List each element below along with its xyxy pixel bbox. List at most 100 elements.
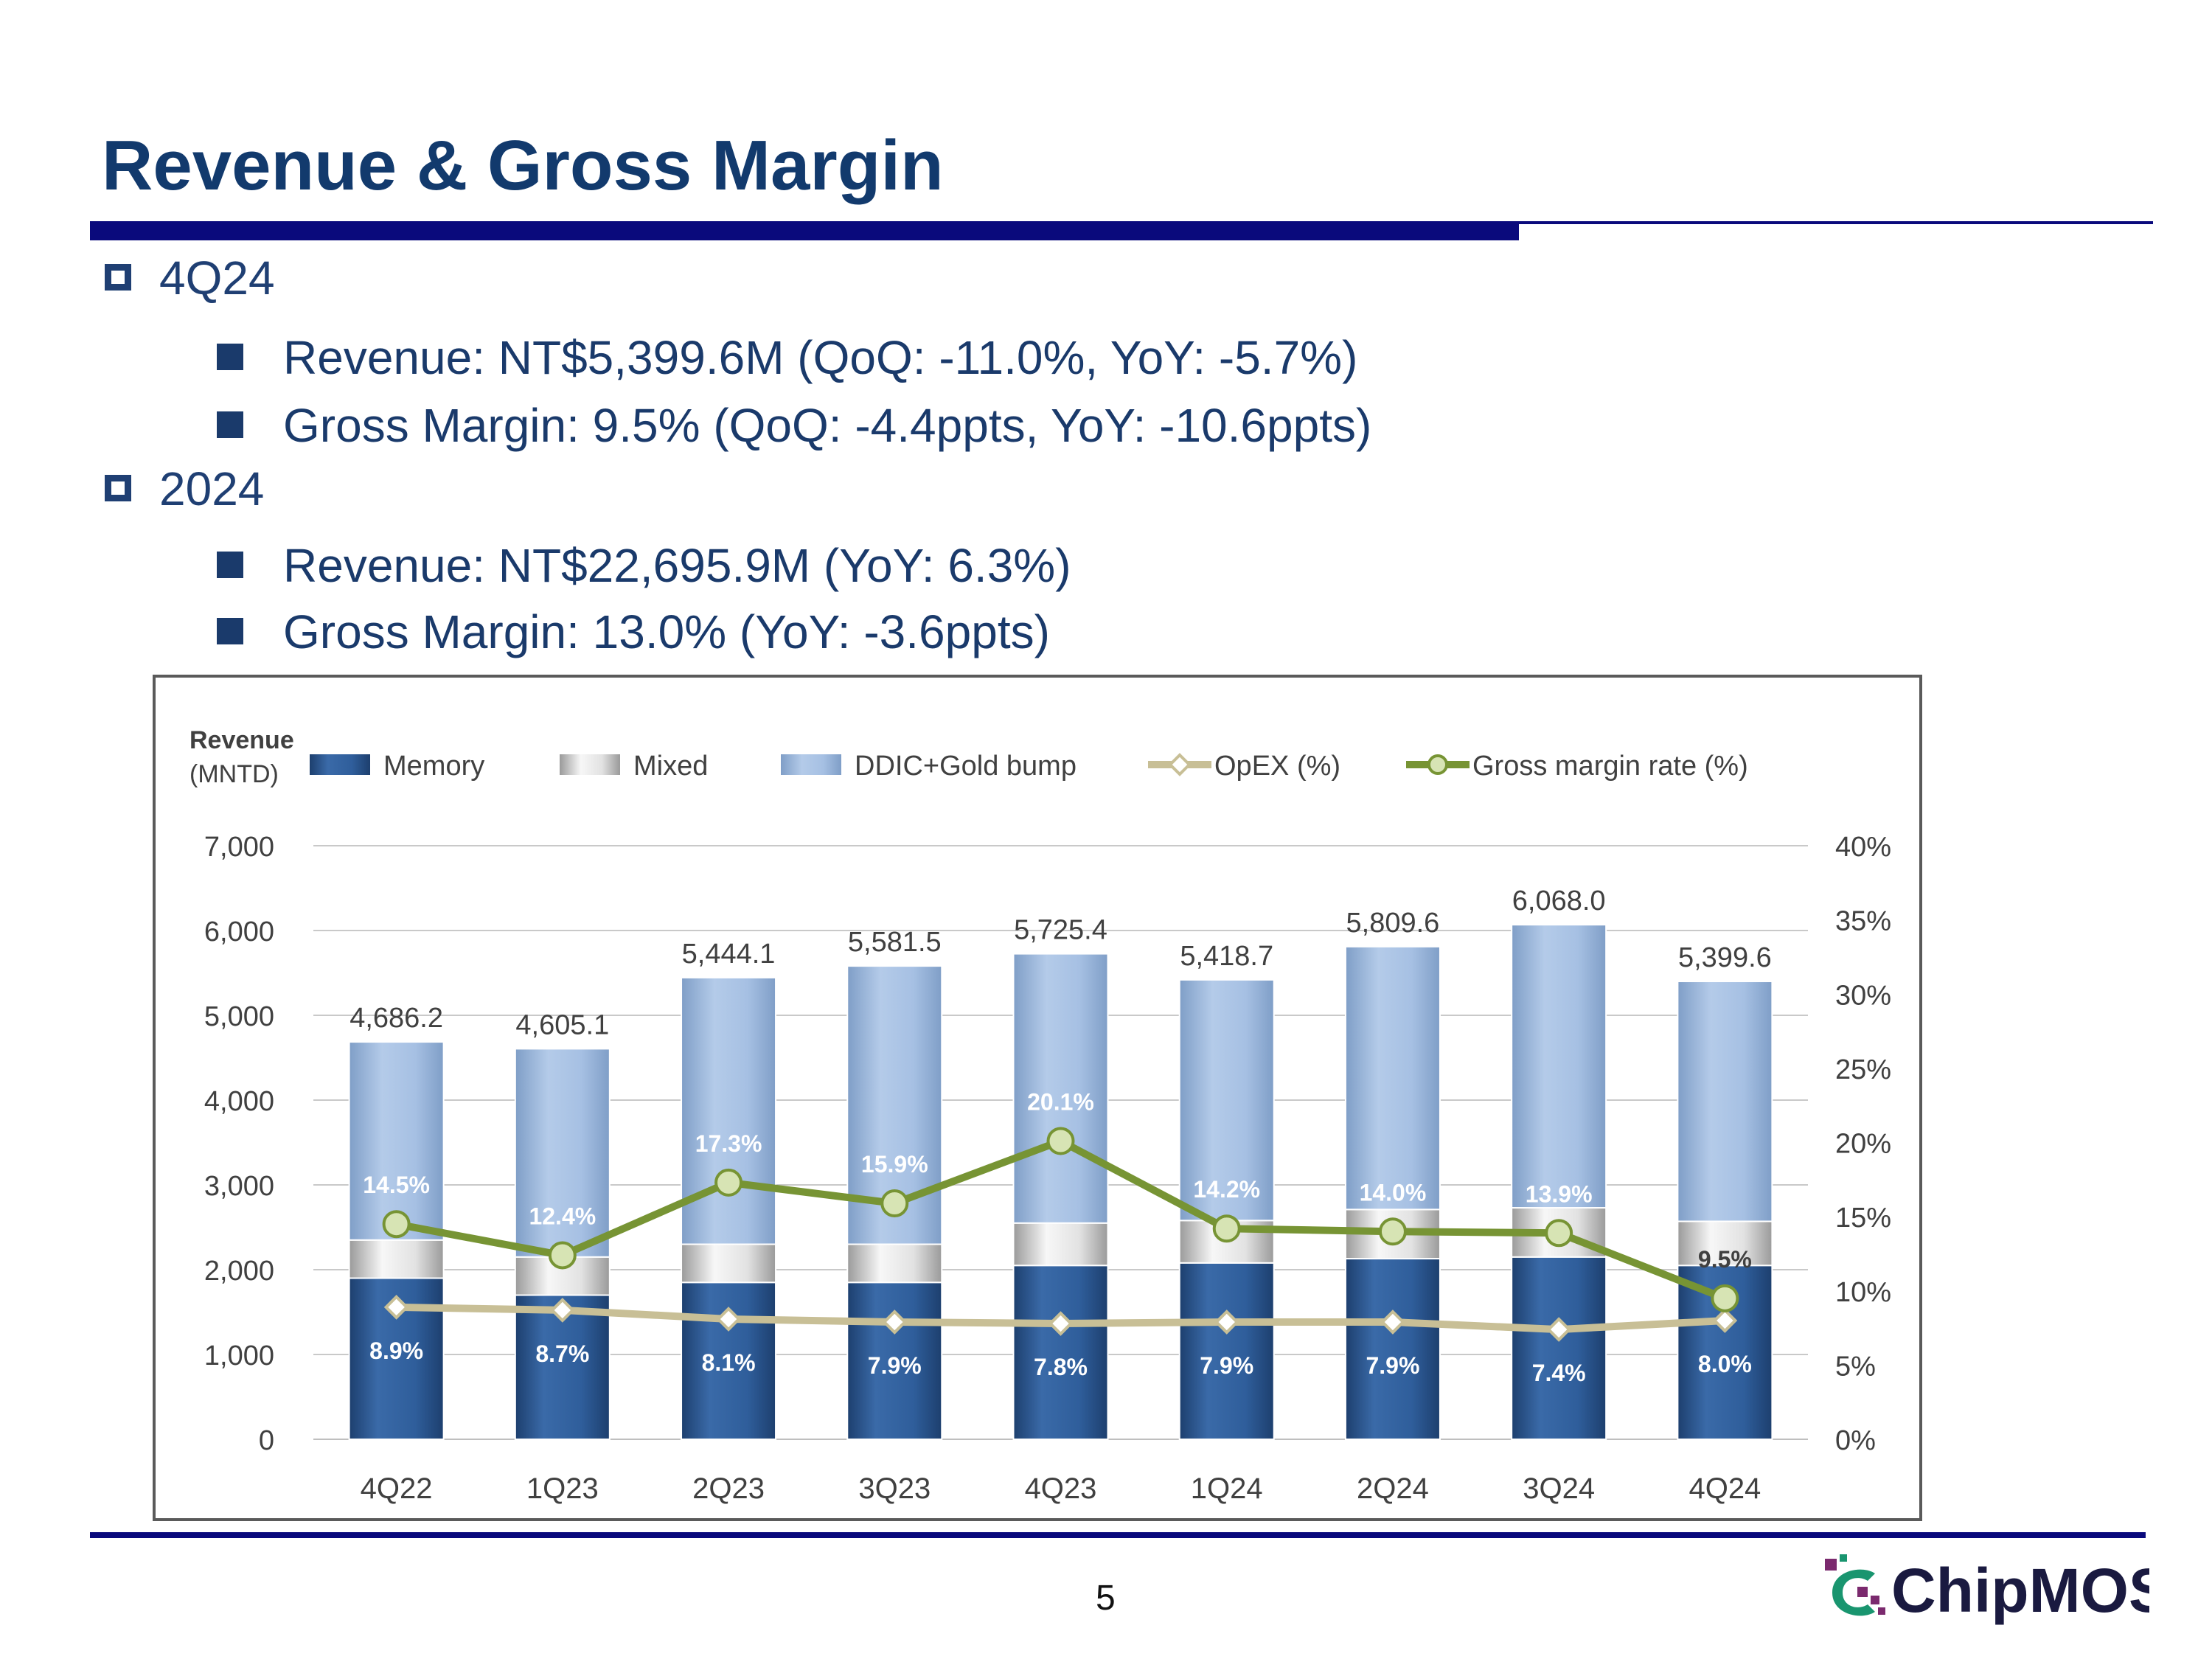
logo-text: ChipMOS: [1891, 1556, 2149, 1625]
bullet-item: Revenue: NT$5,399.6M (QoQ: -11.0%, YoY: …: [217, 330, 1357, 385]
bar-mixed: [348, 1239, 445, 1279]
bar-ddic-gold-bump: [1012, 953, 1109, 1224]
gross-margin-label: 13.9%: [1526, 1180, 1593, 1207]
y2-tick-label: 35%: [1835, 906, 1891, 937]
bar-total-label: 5,399.6: [1678, 942, 1772, 973]
gross-margin-point: [1378, 1217, 1407, 1246]
bar-mixed: [846, 1243, 943, 1284]
chipmos-logo: ChipMOS: [1825, 1554, 2149, 1625]
y-tick-label: 6,000: [204, 917, 274, 947]
bar-mixed: [1012, 1222, 1109, 1267]
bullet-heading-2024: 2024: [105, 462, 264, 516]
footer-rule: [90, 1532, 2146, 1538]
hollow-square-icon: [105, 264, 131, 291]
bar-ddic-gold-bump: [1511, 924, 1607, 1209]
bar-total-label: 4,605.1: [515, 1009, 609, 1040]
y-axis-title: Revenue: [189, 726, 294, 754]
gross-margin-point: [714, 1168, 743, 1197]
opex-point: [1214, 1310, 1239, 1335]
bar-ddic-gold-bump: [348, 1041, 445, 1241]
bar-ddic-gold-bump: [1677, 981, 1773, 1222]
gross-margin-label: 9.5%: [1698, 1246, 1752, 1273]
x-tick-label: 4Q24: [1688, 1472, 1761, 1505]
opex-point: [1048, 1311, 1074, 1336]
page-title: Revenue & Gross Margin: [102, 126, 944, 205]
opex-label: 7.9%: [1366, 1352, 1419, 1379]
legend-label: Memory: [383, 751, 484, 782]
y-tick-label: 5,000: [204, 1001, 274, 1032]
bar-total-label: 4,686.2: [349, 1003, 443, 1034]
x-tick-label: 1Q24: [1191, 1472, 1263, 1505]
y-tick-label: 4,000: [204, 1086, 274, 1117]
legend-swatch: [310, 754, 370, 775]
bar-memory: [1178, 1262, 1275, 1440]
opex-label: 8.0%: [1698, 1351, 1752, 1377]
opex-label: 8.1%: [702, 1349, 756, 1376]
bar-memory: [846, 1281, 943, 1440]
gross-margin-label: 17.3%: [695, 1130, 762, 1157]
y2-tick-label: 20%: [1835, 1129, 1891, 1160]
bar-memory: [1511, 1256, 1607, 1440]
legend-swatch: [781, 754, 841, 775]
title-underline-thin: [1519, 221, 2153, 224]
opex-label: 7.4%: [1532, 1360, 1586, 1386]
filled-square-icon: [217, 552, 243, 579]
legend-marker: [1427, 754, 1448, 775]
opex-point: [716, 1307, 741, 1332]
opex-point: [383, 1295, 409, 1320]
chipmos-logo-icon: [1825, 1554, 1885, 1616]
x-tick-label: 3Q23: [858, 1472, 931, 1505]
bar-mixed: [681, 1243, 777, 1284]
revenue-gross-margin-chart: 0 1,000 2,000 3,000 4,000 5,000 6,000 7,000 0% 5%…: [189, 726, 1891, 1505]
gross-margin-label: 20.1%: [1027, 1088, 1094, 1115]
legend-label: DDIC+Gold bump: [855, 751, 1077, 782]
bar-ddic-gold-bump: [1178, 978, 1275, 1222]
bar-memory: [1012, 1265, 1109, 1440]
x-tick-label: 4Q22: [361, 1472, 433, 1505]
x-tick-label: 2Q23: [692, 1472, 765, 1505]
title-underline: [90, 221, 1519, 240]
bar-memory: [1344, 1258, 1441, 1440]
bar-total-label: 5,725.4: [1014, 915, 1107, 946]
gross-margin-label: 15.9%: [861, 1151, 928, 1178]
y-tick-label: 2,000: [204, 1256, 274, 1287]
gross-margin-label: 12.4%: [529, 1203, 596, 1229]
bar-total-label: 5,581.5: [848, 927, 942, 958]
y-tick-label: 7,000: [204, 832, 274, 863]
opex-point: [882, 1310, 908, 1335]
x-tick-label: 4Q23: [1025, 1472, 1097, 1505]
y2-tick-label: 30%: [1835, 980, 1891, 1011]
y2-tick-label: 10%: [1835, 1277, 1891, 1308]
legend-marker: [1168, 753, 1192, 776]
gross-margin-label: 14.2%: [1193, 1176, 1260, 1203]
legend-label: Mixed: [633, 751, 708, 782]
legend-swatch: [560, 754, 620, 775]
bar-total-label: 6,068.0: [1512, 886, 1606, 917]
opex-point: [1712, 1308, 1738, 1333]
bar-total-label: 5,809.6: [1346, 908, 1440, 939]
filled-square-icon: [217, 344, 243, 371]
bullet-item: Revenue: NT$22,695.9M (YoY: 6.3%): [217, 538, 1071, 593]
gross-margin-point: [382, 1210, 411, 1239]
gross-margin-point: [1212, 1214, 1241, 1243]
bullet-item: Gross Margin: 13.0% (YoY: -3.6ppts): [217, 605, 1050, 659]
opex-label: 7.8%: [1034, 1354, 1088, 1380]
bar-mixed: [1677, 1220, 1773, 1267]
bullet-item: Gross Margin: 9.5% (QoQ: -4.4ppts, YoY: …: [217, 398, 1371, 453]
legend-label: Gross margin rate (%): [1472, 751, 1748, 782]
gross-margin-point: [1046, 1127, 1075, 1155]
opex-point: [1546, 1317, 1571, 1342]
y-tick-label: 0: [259, 1425, 274, 1456]
y2-tick-label: 25%: [1835, 1054, 1891, 1085]
gross-margin-point: [548, 1241, 577, 1270]
opex-label: 8.9%: [369, 1338, 423, 1364]
bullet-heading-4q24: 4Q24: [105, 251, 275, 305]
y2-tick-label: 0%: [1835, 1425, 1876, 1456]
bar-ddic-gold-bump: [681, 976, 777, 1245]
opex-label: 7.9%: [868, 1352, 922, 1379]
x-tick-label: 3Q24: [1523, 1472, 1595, 1505]
legend-label: OpEX (%): [1214, 751, 1340, 782]
y2-tick-label: 15%: [1835, 1203, 1891, 1234]
bar-total-label: 5,418.7: [1180, 941, 1273, 972]
bar-ddic-gold-bump: [514, 1048, 611, 1258]
